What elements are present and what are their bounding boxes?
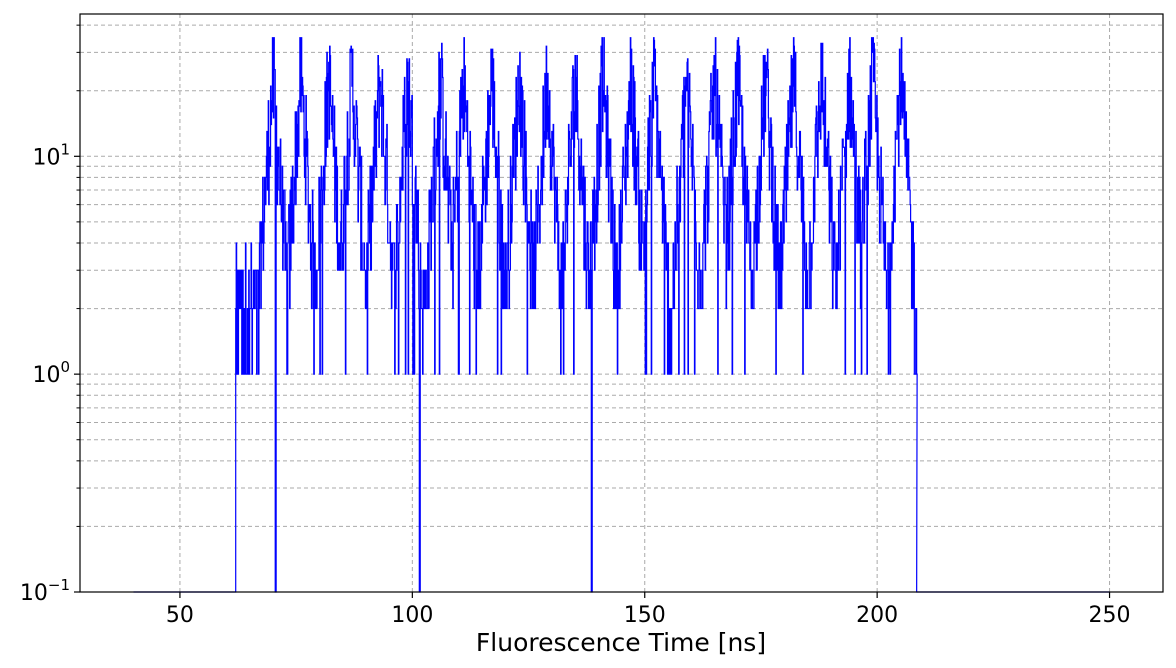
data-series (133, 37, 1110, 593)
plot-frame (79, 13, 1164, 593)
x-axis-label: Fluorescence Time [ns] (476, 628, 766, 657)
x-tick-label: 250 (1089, 603, 1131, 628)
y-tick-label: 101 (32, 140, 70, 170)
x-axis-ticks: 50 100 150 200 250 (166, 592, 1131, 628)
x-tick-label: 200 (856, 603, 898, 628)
y-tick-label: 100 (32, 358, 70, 388)
x-tick-label: 150 (624, 603, 666, 628)
y-axis-ticks: 10−1 100 101 (20, 24, 80, 606)
y-tick-label: 10−1 (20, 576, 70, 606)
x-tick-label: 50 (166, 603, 194, 628)
x-tick-label: 100 (391, 603, 433, 628)
series-line (133, 37, 1110, 593)
